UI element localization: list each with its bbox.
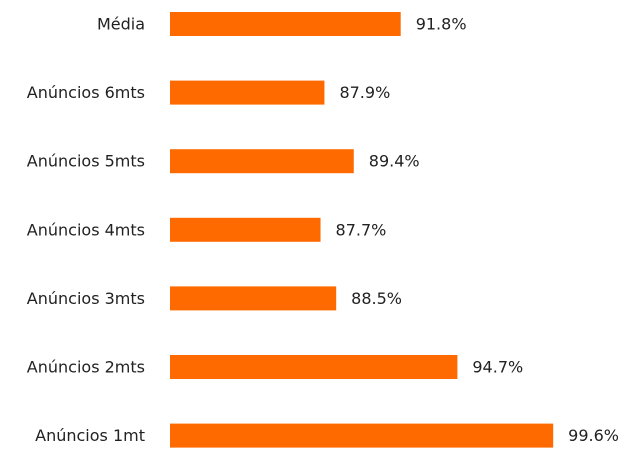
value-label: 87.7% xyxy=(336,220,387,239)
bar xyxy=(170,286,337,311)
value-label: 99.6% xyxy=(568,426,619,445)
bar xyxy=(170,217,321,242)
category-label: Anúncios 2mts xyxy=(27,358,145,377)
category-label: Anúncios 6mts xyxy=(27,83,145,102)
bar xyxy=(170,423,554,448)
value-label: 88.5% xyxy=(351,289,402,308)
bar xyxy=(170,12,401,36)
category-label: Anúncios 3mts xyxy=(27,289,145,308)
category-label: Anúncios 1mt xyxy=(35,426,145,445)
bar xyxy=(170,355,458,379)
category-label: Média xyxy=(97,15,145,34)
category-label: Anúncios 4mts xyxy=(27,220,145,239)
category-label: Anúncios 5mts xyxy=(27,152,145,171)
value-label: 91.8% xyxy=(416,15,467,34)
value-label: 87.9% xyxy=(339,83,390,102)
bar xyxy=(170,149,354,174)
value-label: 89.4% xyxy=(369,152,420,171)
value-label: 94.7% xyxy=(472,358,523,377)
bar xyxy=(170,80,325,105)
